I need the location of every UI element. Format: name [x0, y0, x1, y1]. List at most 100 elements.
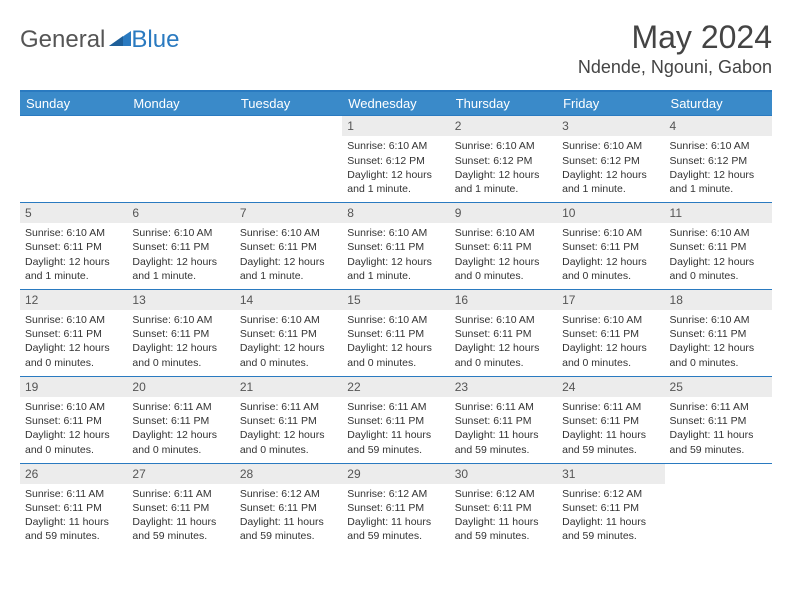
calendar-week: 12Sunrise: 6:10 AMSunset: 6:11 PMDayligh…	[20, 289, 772, 376]
daylight-text: Daylight: 12 hours and 0 minutes.	[670, 341, 767, 369]
daylight-text: Daylight: 11 hours and 59 minutes.	[347, 515, 444, 543]
daylight-text: Daylight: 12 hours and 1 minute.	[670, 168, 767, 196]
weeks-container: 1Sunrise: 6:10 AMSunset: 6:12 PMDaylight…	[20, 115, 772, 549]
daylight-text: Daylight: 11 hours and 59 minutes.	[562, 428, 659, 456]
day-number: 23	[450, 377, 557, 397]
calendar-cell: 10Sunrise: 6:10 AMSunset: 6:11 PMDayligh…	[557, 203, 664, 289]
daylight-text: Daylight: 11 hours and 59 minutes.	[455, 428, 552, 456]
day-number: 2	[450, 116, 557, 136]
cell-body: Sunrise: 6:11 AMSunset: 6:11 PMDaylight:…	[665, 397, 772, 463]
day-number	[20, 116, 127, 134]
calendar-cell: 31Sunrise: 6:12 AMSunset: 6:11 PMDayligh…	[557, 464, 664, 550]
cell-body: Sunrise: 6:11 AMSunset: 6:11 PMDaylight:…	[127, 484, 234, 550]
daylight-text: Daylight: 12 hours and 0 minutes.	[562, 255, 659, 283]
day-number: 29	[342, 464, 449, 484]
sunset-text: Sunset: 6:11 PM	[25, 501, 122, 515]
daylight-text: Daylight: 11 hours and 59 minutes.	[347, 428, 444, 456]
cell-body: Sunrise: 6:10 AMSunset: 6:12 PMDaylight:…	[450, 136, 557, 202]
daylight-text: Daylight: 12 hours and 1 minute.	[132, 255, 229, 283]
calendar-cell: 14Sunrise: 6:10 AMSunset: 6:11 PMDayligh…	[235, 290, 342, 376]
logo-triangle-icon	[109, 28, 131, 51]
day-number: 4	[665, 116, 772, 136]
day-number: 10	[557, 203, 664, 223]
daylight-text: Daylight: 11 hours and 59 minutes.	[455, 515, 552, 543]
calendar-cell: 27Sunrise: 6:11 AMSunset: 6:11 PMDayligh…	[127, 464, 234, 550]
sunset-text: Sunset: 6:12 PM	[562, 154, 659, 168]
calendar-cell: 17Sunrise: 6:10 AMSunset: 6:11 PMDayligh…	[557, 290, 664, 376]
sunrise-text: Sunrise: 6:11 AM	[347, 400, 444, 414]
daylight-text: Daylight: 12 hours and 1 minute.	[25, 255, 122, 283]
calendar-cell	[127, 116, 234, 202]
sunset-text: Sunset: 6:11 PM	[240, 414, 337, 428]
daylight-text: Daylight: 11 hours and 59 minutes.	[25, 515, 122, 543]
day-number: 12	[20, 290, 127, 310]
sunrise-text: Sunrise: 6:10 AM	[562, 226, 659, 240]
logo: General Blue	[20, 26, 179, 54]
sunrise-text: Sunrise: 6:10 AM	[347, 139, 444, 153]
sunrise-text: Sunrise: 6:10 AM	[670, 139, 767, 153]
daylight-text: Daylight: 12 hours and 1 minute.	[455, 168, 552, 196]
sunset-text: Sunset: 6:11 PM	[347, 414, 444, 428]
day-number: 20	[127, 377, 234, 397]
sunrise-text: Sunrise: 6:10 AM	[455, 139, 552, 153]
calendar-cell: 24Sunrise: 6:11 AMSunset: 6:11 PMDayligh…	[557, 377, 664, 463]
day-header: Wednesday	[342, 92, 449, 115]
sunrise-text: Sunrise: 6:12 AM	[240, 487, 337, 501]
day-number: 19	[20, 377, 127, 397]
daylight-text: Daylight: 12 hours and 0 minutes.	[347, 341, 444, 369]
cell-body: Sunrise: 6:10 AMSunset: 6:11 PMDaylight:…	[665, 310, 772, 376]
day-number: 15	[342, 290, 449, 310]
sunrise-text: Sunrise: 6:10 AM	[240, 313, 337, 327]
sunset-text: Sunset: 6:11 PM	[455, 414, 552, 428]
cell-body: Sunrise: 6:10 AMSunset: 6:11 PMDaylight:…	[665, 223, 772, 289]
cell-body	[20, 134, 127, 143]
daylight-text: Daylight: 12 hours and 0 minutes.	[562, 341, 659, 369]
cell-body	[127, 134, 234, 143]
daylight-text: Daylight: 12 hours and 1 minute.	[347, 255, 444, 283]
cell-body: Sunrise: 6:12 AMSunset: 6:11 PMDaylight:…	[235, 484, 342, 550]
daylight-text: Daylight: 12 hours and 1 minute.	[240, 255, 337, 283]
day-number: 7	[235, 203, 342, 223]
sunrise-text: Sunrise: 6:10 AM	[670, 226, 767, 240]
sunrise-text: Sunrise: 6:11 AM	[132, 400, 229, 414]
calendar-cell	[665, 464, 772, 550]
cell-body: Sunrise: 6:12 AMSunset: 6:11 PMDaylight:…	[450, 484, 557, 550]
day-header: Saturday	[665, 92, 772, 115]
cell-body	[235, 134, 342, 143]
sunrise-text: Sunrise: 6:10 AM	[670, 313, 767, 327]
sunrise-text: Sunrise: 6:10 AM	[240, 226, 337, 240]
calendar-cell: 11Sunrise: 6:10 AMSunset: 6:11 PMDayligh…	[665, 203, 772, 289]
day-header: Tuesday	[235, 92, 342, 115]
sunset-text: Sunset: 6:11 PM	[240, 327, 337, 341]
sunrise-text: Sunrise: 6:11 AM	[132, 487, 229, 501]
sunset-text: Sunset: 6:11 PM	[347, 501, 444, 515]
daylight-text: Daylight: 12 hours and 0 minutes.	[25, 428, 122, 456]
cell-body: Sunrise: 6:11 AMSunset: 6:11 PMDaylight:…	[450, 397, 557, 463]
page-title: May 2024	[578, 20, 772, 55]
cell-body: Sunrise: 6:10 AMSunset: 6:12 PMDaylight:…	[665, 136, 772, 202]
sunset-text: Sunset: 6:11 PM	[347, 240, 444, 254]
logo-text-general: General	[20, 26, 105, 54]
cell-body: Sunrise: 6:10 AMSunset: 6:11 PMDaylight:…	[20, 397, 127, 463]
cell-body: Sunrise: 6:11 AMSunset: 6:11 PMDaylight:…	[127, 397, 234, 463]
day-number: 6	[127, 203, 234, 223]
calendar-cell: 6Sunrise: 6:10 AMSunset: 6:11 PMDaylight…	[127, 203, 234, 289]
day-number	[235, 116, 342, 134]
sunset-text: Sunset: 6:12 PM	[455, 154, 552, 168]
calendar-cell: 5Sunrise: 6:10 AMSunset: 6:11 PMDaylight…	[20, 203, 127, 289]
calendar-cell: 29Sunrise: 6:12 AMSunset: 6:11 PMDayligh…	[342, 464, 449, 550]
sunset-text: Sunset: 6:11 PM	[132, 501, 229, 515]
header: General Blue May 2024 Ndende, Ngouni, Ga…	[20, 20, 772, 78]
sunrise-text: Sunrise: 6:10 AM	[347, 226, 444, 240]
sunset-text: Sunset: 6:11 PM	[240, 240, 337, 254]
sunset-text: Sunset: 6:11 PM	[562, 327, 659, 341]
daylight-text: Daylight: 12 hours and 0 minutes.	[132, 428, 229, 456]
sunrise-text: Sunrise: 6:11 AM	[562, 400, 659, 414]
cell-body: Sunrise: 6:10 AMSunset: 6:11 PMDaylight:…	[235, 223, 342, 289]
day-number: 16	[450, 290, 557, 310]
sunrise-text: Sunrise: 6:12 AM	[455, 487, 552, 501]
daylight-text: Daylight: 12 hours and 0 minutes.	[455, 341, 552, 369]
sunrise-text: Sunrise: 6:11 AM	[670, 400, 767, 414]
calendar-cell	[235, 116, 342, 202]
calendar-cell: 3Sunrise: 6:10 AMSunset: 6:12 PMDaylight…	[557, 116, 664, 202]
